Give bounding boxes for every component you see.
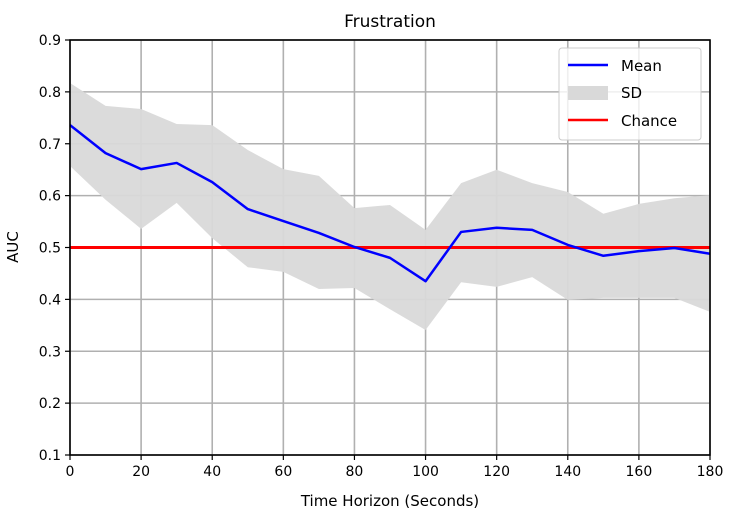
y-tick-label: 0.2 <box>39 396 61 412</box>
x-tick-label: 0 <box>66 464 75 480</box>
x-tick-label: 20 <box>132 464 150 480</box>
y-tick-label: 0.8 <box>39 85 61 101</box>
y-tick-label: 0.3 <box>39 344 61 360</box>
x-tick-label: 180 <box>697 464 724 480</box>
x-tick-label: 140 <box>554 464 581 480</box>
x-tick-label: 100 <box>412 464 439 480</box>
y-tick-label: 0.4 <box>39 292 61 308</box>
legend-sd-label: SD <box>621 84 642 102</box>
legend-sd-swatch <box>568 86 608 100</box>
legend: Mean SD Chance <box>559 48 701 140</box>
x-tick-label: 160 <box>626 464 653 480</box>
y-tick-label: 0.5 <box>39 241 61 257</box>
y-tick-label: 0.6 <box>39 189 61 205</box>
y-tick-label: 0.7 <box>39 137 61 153</box>
legend-chance-label: Chance <box>621 112 677 130</box>
x-tick-label: 80 <box>346 464 364 480</box>
legend-mean-label: Mean <box>621 57 662 75</box>
y-axis-label: AUC <box>4 231 22 263</box>
y-tick-label: 0.1 <box>39 448 61 464</box>
x-axis-label: Time Horizon (Seconds) <box>300 492 479 510</box>
y-tick-label: 0.9 <box>39 33 61 49</box>
x-tick-label: 60 <box>274 464 292 480</box>
x-tick-label: 120 <box>483 464 510 480</box>
chart-title: Frustration <box>344 12 436 32</box>
x-tick-label: 40 <box>203 464 221 480</box>
